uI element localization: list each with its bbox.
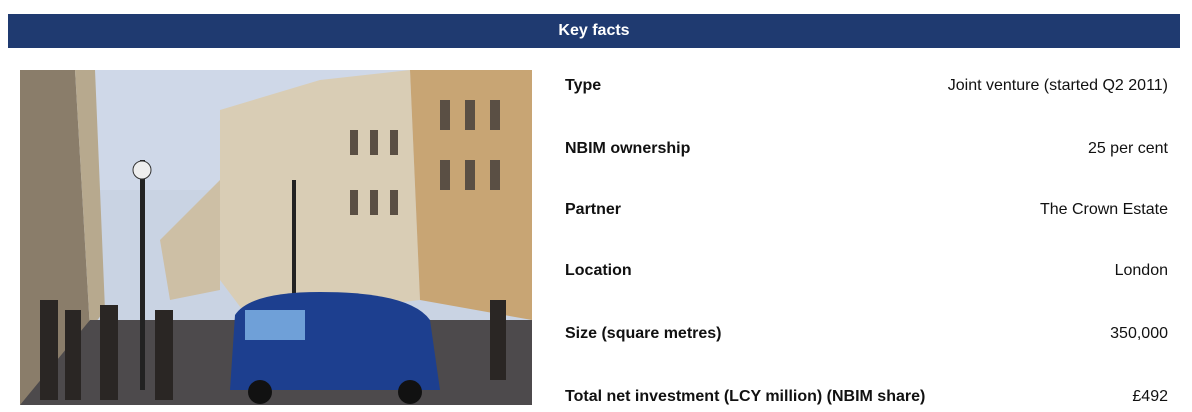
fact-row: NBIM ownership 25 per cent bbox=[565, 140, 1168, 164]
fact-label: NBIM ownership bbox=[565, 140, 690, 158]
fact-row: Location London bbox=[565, 262, 1168, 286]
fact-value: London bbox=[1115, 262, 1168, 280]
section-header: Key facts bbox=[8, 14, 1180, 48]
fact-row: Size (square metres) 350,000 bbox=[565, 325, 1168, 349]
fact-label: Partner bbox=[565, 201, 621, 219]
fact-value: The Crown Estate bbox=[1040, 201, 1168, 219]
fact-label: Size (square metres) bbox=[565, 325, 722, 343]
fact-value: 350,000 bbox=[1110, 325, 1168, 343]
page-body: Key facts Type Joint venture (started Q2 … bbox=[0, 0, 1192, 410]
fact-label: Type bbox=[565, 77, 601, 95]
fact-label: Location bbox=[565, 262, 632, 280]
fact-row: Total net investment (LCY million) (NBIM… bbox=[565, 388, 1168, 412]
street-photo bbox=[20, 70, 532, 405]
page: {"header": {"title": "Key facts"}, "fact… bbox=[0, 0, 1192, 410]
fact-row: Type Joint venture (started Q2 2011) bbox=[565, 77, 1168, 101]
fact-row: Partner The Crown Estate bbox=[565, 201, 1168, 225]
fact-value: 25 per cent bbox=[1088, 140, 1168, 158]
fact-value: £492 bbox=[1132, 388, 1168, 406]
fact-label: Total net investment (LCY million) (NBIM… bbox=[565, 388, 925, 406]
fact-value: Joint venture (started Q2 2011) bbox=[948, 77, 1168, 95]
